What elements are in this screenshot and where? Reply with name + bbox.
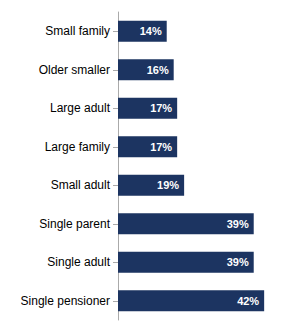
svg-text:Small family: Small family — [45, 24, 110, 38]
svg-text:39%: 39% — [227, 218, 249, 230]
svg-text:Large adult: Large adult — [50, 101, 111, 115]
svg-text:19%: 19% — [157, 179, 179, 191]
svg-text:Single parent: Single parent — [39, 217, 110, 231]
svg-text:Single pensioner: Single pensioner — [21, 294, 110, 308]
svg-text:Older smaller: Older smaller — [39, 63, 110, 77]
svg-text:14%: 14% — [140, 25, 162, 37]
svg-text:39%: 39% — [227, 256, 249, 268]
svg-text:16%: 16% — [147, 64, 169, 76]
svg-text:Small adult: Small adult — [51, 178, 111, 192]
svg-text:Large family: Large family — [45, 140, 110, 154]
svg-text:17%: 17% — [150, 102, 172, 114]
svg-text:Single adult: Single adult — [47, 255, 110, 269]
svg-text:17%: 17% — [150, 141, 172, 153]
svg-text:42%: 42% — [237, 295, 259, 307]
